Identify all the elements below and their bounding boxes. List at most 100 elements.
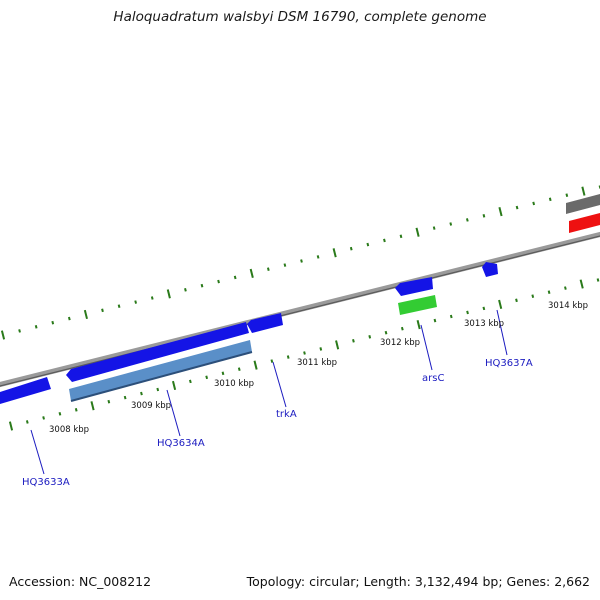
minor-tick <box>399 234 403 239</box>
scale-labels: 3008 kbp 3009 kbp 3010 kbp 3011 kbp 3012… <box>49 301 588 435</box>
gene-hq3637a[interactable] <box>482 262 498 277</box>
minor-tick <box>465 218 469 222</box>
rna-green-feature <box>398 295 437 315</box>
gene-label-hq3633a[interactable]: HQ3633A <box>22 477 70 488</box>
grey-feature <box>566 194 600 214</box>
minor-tick <box>383 238 386 243</box>
major-tick <box>83 309 88 320</box>
minor-tick <box>237 367 241 372</box>
minor-tick <box>433 318 437 323</box>
map-title: Haloquadratum walsbyi DSM 16790, complet… <box>113 9 487 25</box>
gene-features <box>0 194 600 404</box>
scale-label: 3013 kbp <box>464 319 504 329</box>
minor-tick <box>140 391 143 396</box>
major-tick <box>498 299 503 309</box>
minor-tick <box>266 267 270 272</box>
red-feature <box>569 213 600 233</box>
minor-tick <box>189 379 192 384</box>
minor-tick <box>217 279 220 284</box>
minor-tick <box>400 326 404 331</box>
major-tick <box>8 421 14 431</box>
major-tick <box>332 248 337 258</box>
minor-tick <box>515 205 519 210</box>
minor-tick <box>18 329 21 333</box>
major-tick <box>0 330 6 340</box>
minor-tick <box>316 255 320 259</box>
gene-hq3634a[interactable] <box>66 322 249 382</box>
genome-backbone <box>0 231 600 388</box>
minor-tick <box>482 213 486 218</box>
minor-tick <box>205 375 209 380</box>
minor-tick <box>34 324 38 329</box>
gene-trka[interactable] <box>247 313 283 333</box>
minor-tick <box>384 330 388 335</box>
minor-tick <box>42 416 45 420</box>
minor-tick <box>134 300 138 304</box>
minor-tick <box>532 201 536 206</box>
gene-label-hq3637a[interactable]: HQ3637A <box>485 358 533 369</box>
minor-tick <box>596 278 600 282</box>
minor-tick <box>432 226 436 230</box>
minor-tick <box>366 242 370 247</box>
gene-arsc[interactable] <box>395 277 433 296</box>
minor-tick <box>221 371 225 376</box>
cds-light-feature <box>69 340 252 401</box>
minor-tick <box>107 399 111 404</box>
accession-text: Accession: NC_008212 <box>9 574 152 589</box>
scale-label: 3012 kbp <box>380 338 420 348</box>
gene-label-hq3634a[interactable]: HQ3634A <box>157 438 205 449</box>
minor-tick <box>184 287 187 292</box>
label-leaders <box>30 309 508 475</box>
minor-tick <box>123 395 127 400</box>
major-tick <box>249 268 254 278</box>
minor-tick <box>283 263 287 267</box>
minor-tick <box>531 294 535 299</box>
major-tick <box>171 380 177 391</box>
minor-tick <box>150 296 154 300</box>
topology-text: Topology: circular; Length: 3,132,494 bp… <box>246 574 590 589</box>
gene-label-trka[interactable]: trkA <box>276 409 297 420</box>
minor-tick <box>564 286 567 290</box>
minor-tick <box>319 347 323 351</box>
scale-label: 3011 kbp <box>297 358 337 368</box>
minor-tick <box>547 290 551 294</box>
major-tick <box>335 340 340 350</box>
scale-label: 3008 kbp <box>49 425 89 435</box>
minor-tick <box>270 359 274 363</box>
minor-tick <box>156 387 160 392</box>
major-tick <box>416 320 421 330</box>
minor-tick <box>200 283 204 288</box>
minor-tick <box>368 334 372 339</box>
scale-label: 3014 kbp <box>548 301 588 311</box>
minor-tick <box>449 222 453 226</box>
major-tick <box>415 227 420 237</box>
scale-label: 3009 kbp <box>131 401 171 411</box>
minor-tick <box>482 306 486 311</box>
gene-hq3633a[interactable] <box>0 377 51 404</box>
minor-tick <box>101 308 104 313</box>
minor-tick <box>349 246 353 251</box>
minor-tick <box>117 304 121 309</box>
minor-tick <box>449 314 453 319</box>
minor-tick <box>515 298 518 303</box>
minor-tick <box>352 339 355 343</box>
major-tick <box>498 207 503 217</box>
major-tick <box>90 401 95 411</box>
minor-tick <box>466 310 469 315</box>
scale-label: 3010 kbp <box>214 379 254 389</box>
major-tick <box>166 289 171 299</box>
minor-tick <box>51 320 55 325</box>
minor-tick <box>233 275 237 280</box>
minor-tick <box>300 259 303 263</box>
outer-tick-track <box>0 185 600 340</box>
minor-tick <box>286 355 290 359</box>
gene-label-arsc[interactable]: arsC <box>422 373 444 384</box>
gene-labels: HQ3633A HQ3634A trkA arsC HQ3637A <box>22 358 533 488</box>
major-tick <box>581 186 586 196</box>
minor-tick <box>565 193 569 198</box>
minor-tick <box>67 316 71 321</box>
minor-tick <box>548 197 552 202</box>
minor-tick <box>25 420 29 424</box>
minor-tick <box>303 351 306 355</box>
